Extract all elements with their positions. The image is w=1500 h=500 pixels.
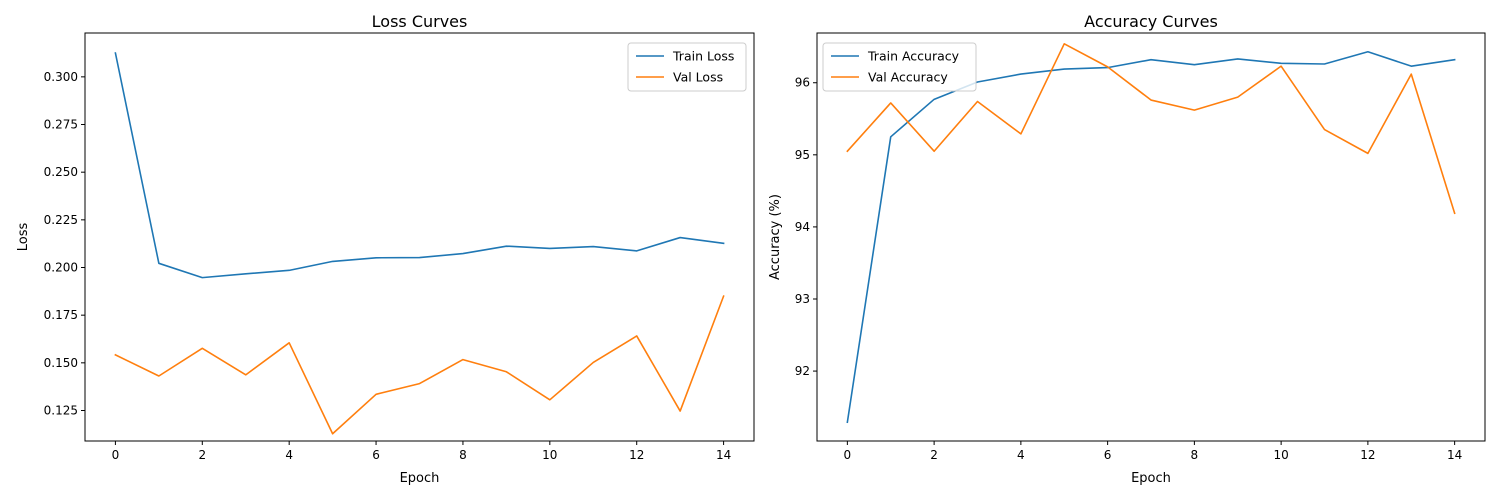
- accuracy-y-tick-label: 92: [795, 364, 810, 378]
- accuracy-legend-box: [822, 42, 977, 92]
- loss-x-tick-label: 12: [629, 448, 644, 462]
- loss-y-tick-label: 0.125: [44, 403, 78, 417]
- accuracy-x-axis-label: Epoch: [1131, 471, 1171, 486]
- accuracy-legend-label: Train Accuracy: [867, 49, 960, 64]
- loss-y-tick-label: 0.250: [44, 165, 78, 179]
- loss-x-axis-label: Epoch: [400, 471, 440, 486]
- accuracy-x-tick-label: 12: [1360, 448, 1375, 462]
- loss-series-val-loss-line: [114, 295, 725, 435]
- loss-plot-frame: [84, 32, 755, 442]
- loss-x-tick-label: 8: [459, 448, 467, 462]
- accuracy-x-tick-label: 4: [1017, 448, 1025, 462]
- loss-x-tick-label: 0: [112, 448, 120, 462]
- loss-legend-box: [627, 42, 747, 92]
- loss-x-tick-label: 2: [198, 448, 206, 462]
- loss-legend: Train Loss Val Loss: [627, 42, 747, 92]
- loss-y-tick-label: 0.300: [44, 70, 78, 84]
- loss-y-tick-label: 0.275: [44, 118, 78, 132]
- accuracy-plot-frame: [816, 32, 1486, 442]
- accuracy-x-tick-label: 8: [1191, 448, 1199, 462]
- accuracy-y-tick-label: 93: [795, 292, 810, 306]
- accuracy-y-tick-label: 96: [795, 76, 810, 90]
- loss-y-tick-label: 0.225: [44, 213, 78, 227]
- accuracy-chart-panel: 0 2 4 6 8 10 12 14 92 93 94 95 96 Accuracy Curves Epoc…: [768, 12, 1486, 486]
- loss-y-tick-label: 0.150: [44, 356, 78, 370]
- accuracy-x-tick-label: 14: [1447, 448, 1462, 462]
- accuracy-x-tick-label: 6: [1104, 448, 1112, 462]
- accuracy-series-train-accuracy-line: [846, 50, 1456, 424]
- accuracy-legend: Train Accuracy Val Accuracy: [822, 42, 977, 92]
- accuracy-x-tick-label: 10: [1273, 448, 1288, 462]
- accuracy-y-axis-label: Accuracy (%): [768, 194, 783, 280]
- accuracy-y-tick-label: 95: [795, 148, 810, 162]
- accuracy-chart-title: Accuracy Curves: [1084, 12, 1218, 31]
- loss-y-tick-label: 0.200: [44, 261, 78, 275]
- loss-chart-title: Loss Curves: [372, 12, 468, 31]
- accuracy-x-tick-label: 2: [930, 448, 938, 462]
- accuracy-y-tick-label: 94: [795, 220, 810, 234]
- accuracy-legend-label: Val Accuracy: [868, 70, 948, 85]
- loss-series-train-loss-line: [114, 52, 725, 279]
- loss-x-tick-label: 6: [372, 448, 380, 462]
- loss-y-axis-label: Loss: [16, 223, 31, 252]
- accuracy-x-tick-label: 0: [844, 448, 852, 462]
- loss-x-tick-label: 14: [716, 448, 731, 462]
- loss-x-tick-label: 10: [542, 448, 557, 462]
- loss-legend-label: Train Loss: [672, 49, 734, 64]
- loss-chart-panel: 0 2 4 6 8 10 12 14 0.125 0.150 0.175 0.200 0.225 0.25…: [16, 12, 755, 486]
- loss-y-tick-label: 0.175: [44, 308, 78, 322]
- loss-legend-label: Val Loss: [673, 70, 723, 85]
- accuracy-series-val-accuracy-line: [846, 43, 1456, 215]
- loss-x-tick-label: 4: [285, 448, 293, 462]
